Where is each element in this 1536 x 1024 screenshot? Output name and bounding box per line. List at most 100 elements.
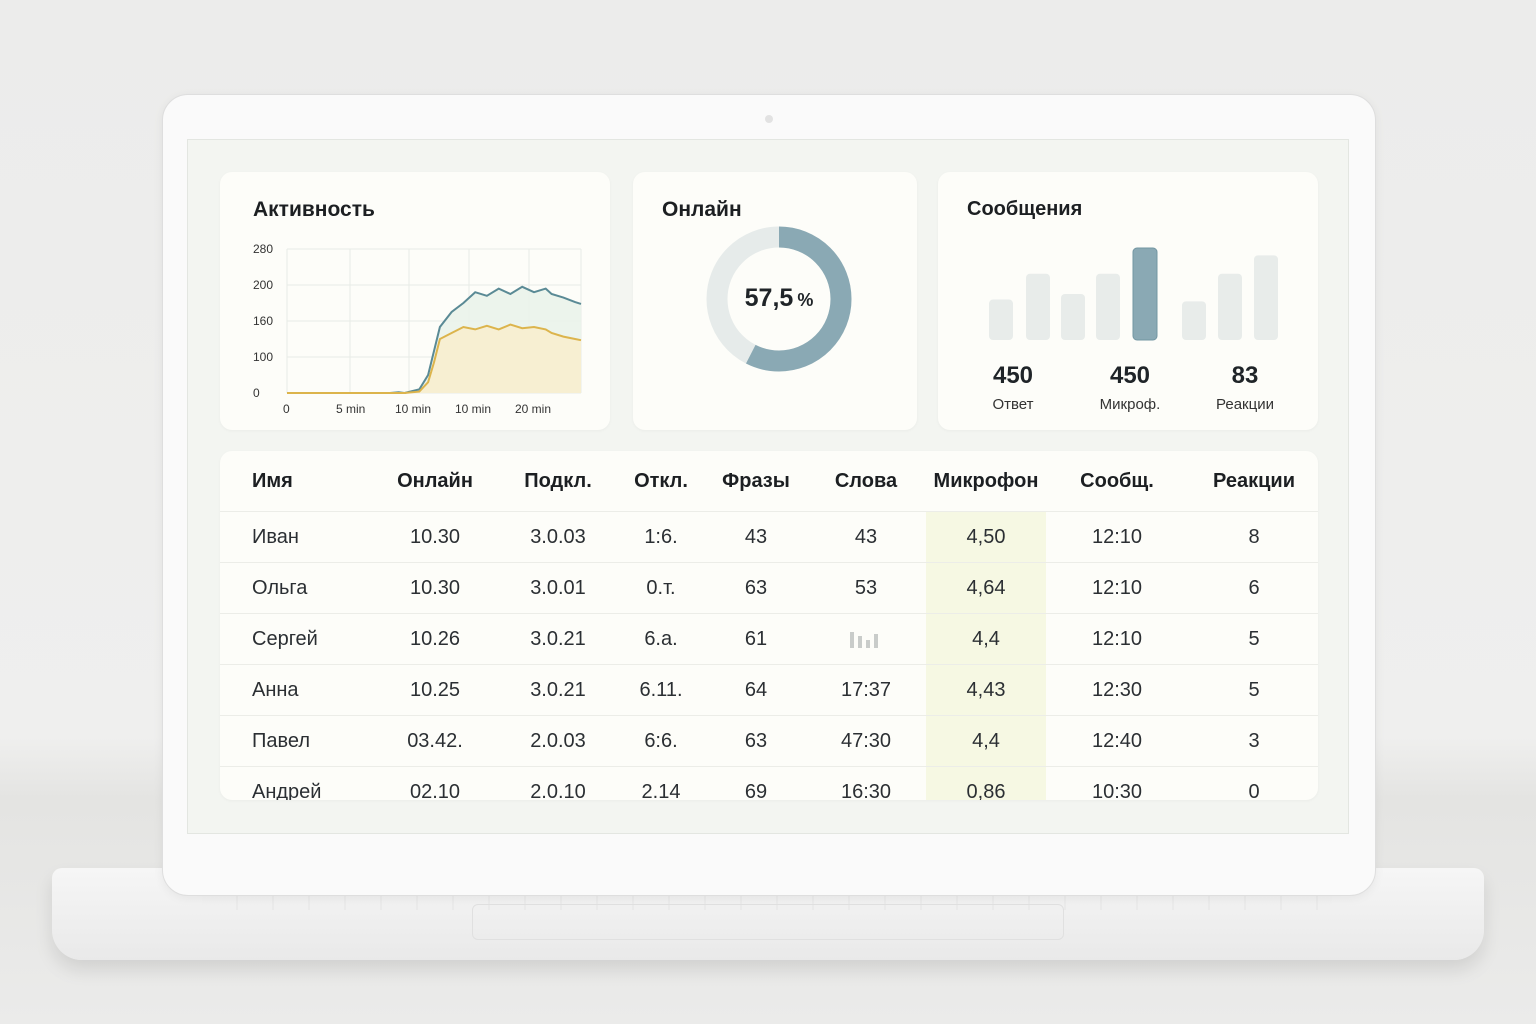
x-tick-label: 20 min xyxy=(515,402,551,416)
cell-disconnected: 6.а. xyxy=(616,613,706,665)
activity-card: Активность 280 200 160 100 0 0 5 min 10 min 10 … xyxy=(220,172,610,430)
cell-phrases: 43 xyxy=(706,511,806,563)
cell-name: Иван xyxy=(220,511,370,563)
cell-phrases: 63 xyxy=(706,715,806,767)
cell-reactions: 5 xyxy=(1188,664,1318,716)
x-tick-label: 5 min xyxy=(336,402,365,416)
cell-messages: 12:40 xyxy=(1046,715,1188,767)
y-tick-label: 160 xyxy=(253,314,273,328)
cell-reactions: 5 xyxy=(1188,613,1318,665)
cell-name: Сергей xyxy=(220,613,370,665)
y-tick-label: 0 xyxy=(253,386,260,400)
trackpad xyxy=(472,904,1064,940)
cell-name: Ольга xyxy=(220,562,370,614)
col-online[interactable]: Онлайн xyxy=(397,469,473,492)
stat-microphone: 450 Микроф. xyxy=(1080,362,1180,413)
cell-messages: 12:10 xyxy=(1046,562,1188,614)
participants-table: Имя Онлайн Подкл. Откл. Фразы Слова Микр… xyxy=(220,451,1318,800)
cell-words-loading xyxy=(806,613,926,665)
cell-online: 10.25 xyxy=(370,664,500,716)
table-row[interactable]: Иван 10.30 3.0.03 1:6. 43 43 4,50 12:10 … xyxy=(220,511,1318,563)
cell-microphone: 4,4 xyxy=(926,715,1046,767)
loading-bars-icon xyxy=(850,632,878,649)
messages-bar-chart xyxy=(989,247,1278,341)
cell-name: Павел xyxy=(220,715,370,767)
cell-connected: 2.0.03 xyxy=(500,715,616,767)
stat-label: Ответ xyxy=(992,396,1034,413)
cell-messages: 10:30 xyxy=(1046,766,1188,800)
cell-disconnected: 6.11. xyxy=(616,664,706,716)
cell-microphone: 4,64 xyxy=(926,562,1046,614)
messages-card: Сообщения 450 Ответ 450 Микроф. 83 Реакц… xyxy=(938,172,1318,430)
cell-name: Анна xyxy=(220,664,370,716)
x-tick-label: 0 xyxy=(283,402,290,416)
cell-disconnected: 0.т. xyxy=(616,562,706,614)
cell-messages: 12:30 xyxy=(1046,664,1188,716)
message-bar xyxy=(1182,301,1206,340)
y-tick-label: 100 xyxy=(253,350,273,364)
stat-value: 450 xyxy=(1109,362,1151,389)
table-row[interactable]: Андрей 02.10 2.0.10 2.14 69 16:30 0,86 1… xyxy=(220,766,1318,800)
series-area-1 xyxy=(287,324,581,393)
online-percent-value: 57,5 xyxy=(744,284,794,312)
col-words[interactable]: Слова xyxy=(834,469,898,492)
activity-title: Активность xyxy=(253,198,375,221)
message-bar xyxy=(1132,247,1158,341)
stat-answer: 450 Ответ xyxy=(963,362,1063,413)
stat-value: 450 xyxy=(992,362,1034,389)
message-bar xyxy=(1026,273,1050,340)
table-row[interactable]: Анна 10.25 3.0.21 6.11. 64 17:37 4,43 12… xyxy=(220,664,1318,716)
message-bar xyxy=(1096,273,1120,340)
camera-icon xyxy=(765,115,773,123)
stat-label: Реакции xyxy=(1216,396,1274,413)
col-microphone[interactable]: Микрофон xyxy=(933,469,1039,492)
y-tick-label: 200 xyxy=(253,278,273,292)
cell-name: Андрей xyxy=(220,766,370,800)
cell-reactions: 3 xyxy=(1188,715,1318,767)
table-row[interactable]: Сергей 10.26 3.0.21 6.а. 61 4,4 12:10 5 xyxy=(220,613,1318,665)
cell-reactions: 0 xyxy=(1188,766,1318,800)
col-name[interactable]: Имя xyxy=(252,469,293,492)
col-phrases[interactable]: Фразы xyxy=(722,469,790,492)
cell-connected: 3.0.01 xyxy=(500,562,616,614)
online-card: Онлайн 57,5% xyxy=(633,172,917,430)
cell-connected: 3.0.03 xyxy=(500,511,616,563)
cell-disconnected: 1:6. xyxy=(616,511,706,563)
cell-microphone: 4,4 xyxy=(926,613,1046,665)
cell-online: 03.42. xyxy=(370,715,500,767)
online-donut xyxy=(706,226,852,372)
col-messages[interactable]: Сообщ. xyxy=(1080,469,1154,492)
col-connected[interactable]: Подкл. xyxy=(524,469,592,492)
participants-card: Имя Онлайн Подкл. Откл. Фразы Слова Микр… xyxy=(220,451,1318,800)
cell-words: 16:30 xyxy=(806,766,926,800)
message-bar xyxy=(1061,294,1085,340)
cell-disconnected: 2.14 xyxy=(616,766,706,800)
cell-words: 47:30 xyxy=(806,715,926,767)
donut-fill xyxy=(706,226,852,372)
online-percent: 57,5% xyxy=(719,284,839,313)
cell-microphone: 0,86 xyxy=(926,766,1046,800)
cell-online: 10.30 xyxy=(370,562,500,614)
cell-connected: 2.0.10 xyxy=(500,766,616,800)
cell-words: 53 xyxy=(806,562,926,614)
cell-microphone: 4,50 xyxy=(926,511,1046,563)
message-bar xyxy=(989,299,1013,340)
x-tick-label: 10 min xyxy=(395,402,431,416)
stat-value: 83 xyxy=(1231,362,1259,389)
cell-phrases: 64 xyxy=(706,664,806,716)
stat-label: Микроф. xyxy=(1099,396,1161,413)
online-percent-sign: % xyxy=(797,290,814,310)
col-reactions[interactable]: Реакции xyxy=(1213,469,1295,492)
table-header-row: Имя Онлайн Подкл. Откл. Фразы Слова Микр… xyxy=(220,451,1318,512)
table-row[interactable]: Павел 03.42. 2.0.03 6:6. 63 47:30 4,4 12… xyxy=(220,715,1318,767)
cell-phrases: 63 xyxy=(706,562,806,614)
cell-reactions: 8 xyxy=(1188,511,1318,563)
cell-words: 17:37 xyxy=(806,664,926,716)
message-bar xyxy=(1218,273,1242,340)
x-tick-label: 10 min xyxy=(455,402,491,416)
table-row[interactable]: Ольга 10.30 3.0.01 0.т. 63 53 4,64 12:10… xyxy=(220,562,1318,614)
cell-online: 10.26 xyxy=(370,613,500,665)
col-disconnected[interactable]: Откл. xyxy=(634,469,688,492)
y-tick-label: 280 xyxy=(253,242,273,256)
cell-messages: 12:10 xyxy=(1046,613,1188,665)
